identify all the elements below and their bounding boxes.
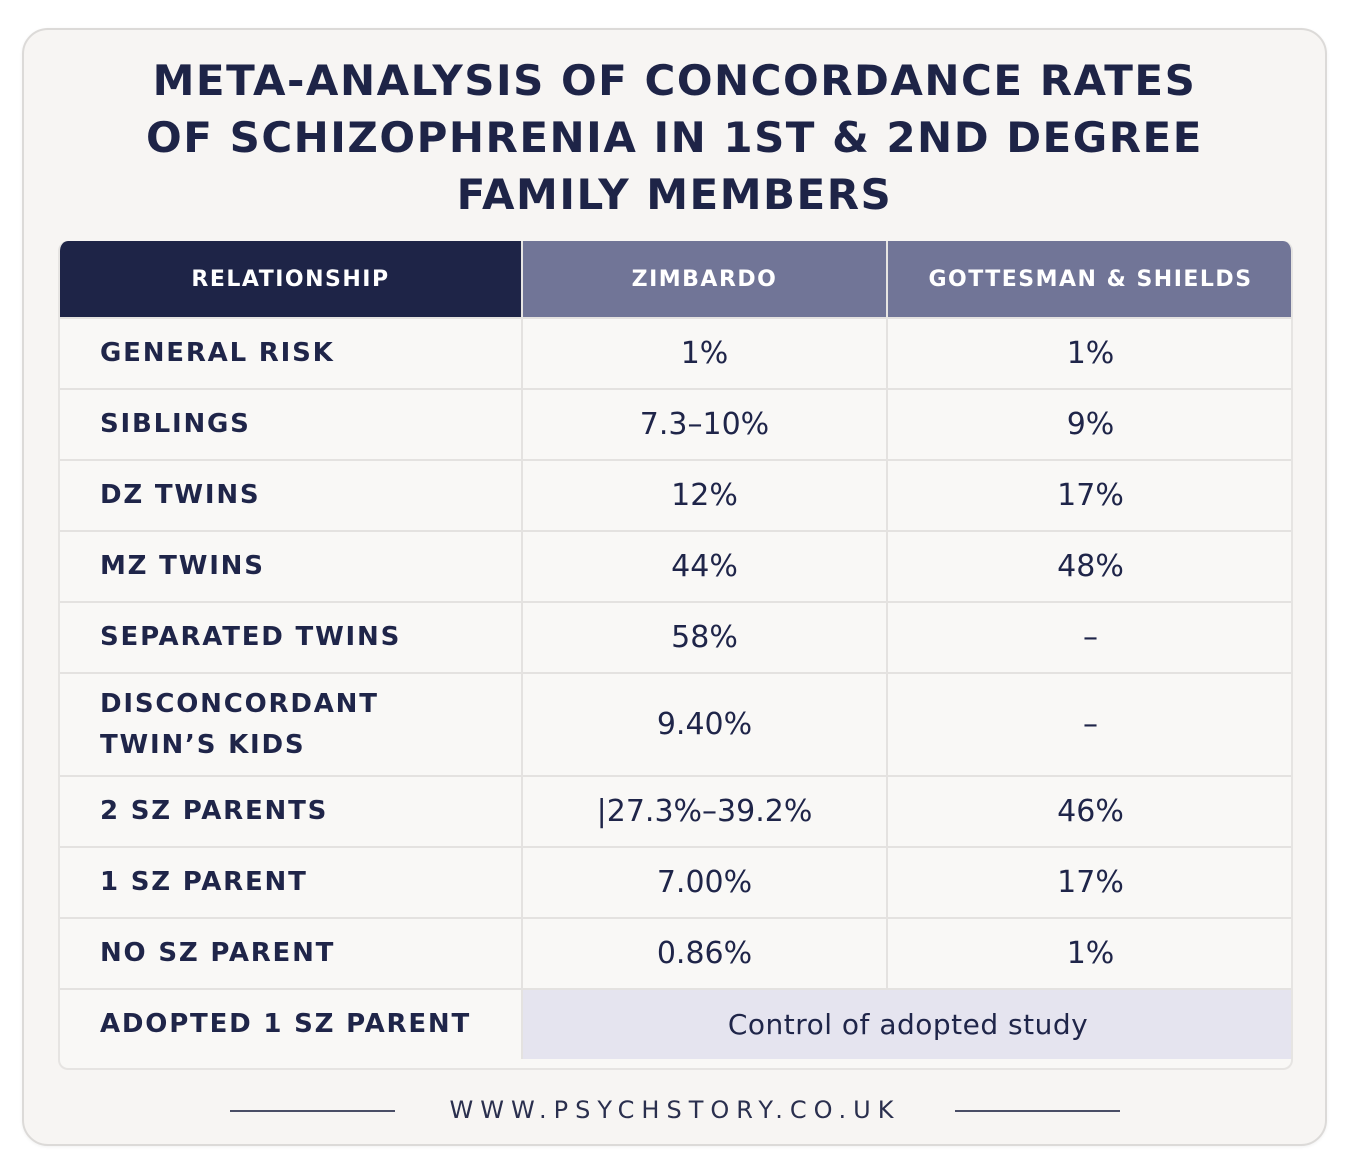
zimbardo-cell: 58%: [521, 601, 887, 673]
gottesman-cell: 17%: [886, 846, 1291, 918]
relationship-cell: DZ TWINS: [60, 459, 522, 531]
relationship-cell: SIBLINGS: [60, 388, 522, 460]
gottesman-cell: 46%: [886, 775, 1291, 847]
zimbardo-cell: 12%: [521, 459, 887, 531]
gottesman-cell: 1%: [886, 917, 1291, 989]
gottesman-cell: –: [886, 672, 1291, 776]
page-title: META-ANALYSIS OF CONCORDANCE RATES OF SC…: [0, 52, 1349, 223]
relationship-cell: 2 SZ PARENTS: [60, 775, 522, 847]
relationship-cell: 1 SZ PARENT: [60, 846, 522, 918]
header-relationship: RELATIONSHIP: [60, 241, 522, 318]
zimbardo-cell: |27.3%–39.2%: [521, 775, 887, 847]
table-row: SIBLINGS 7.3–10% 9%: [60, 388, 1291, 460]
relationship-cell: SEPARATED TWINS: [60, 601, 522, 673]
relationship-cell: GENERAL RISK: [60, 317, 522, 389]
merged-note-cell: Control of adopted study: [521, 988, 1291, 1059]
zimbardo-cell: 44%: [521, 530, 887, 602]
footer: WWW.PSYCHSTORY.CO.UK: [0, 1095, 1349, 1125]
relationship-cell: MZ TWINS: [60, 530, 522, 602]
concordance-table: RELATIONSHIP ZIMBARDO GOTTESMAN & SHIELD…: [58, 241, 1293, 1070]
table-row: MZ TWINS 44% 48%: [60, 530, 1291, 602]
gottesman-cell: 48%: [886, 530, 1291, 602]
table-row: NO SZ PARENT 0.86% 1%: [60, 917, 1291, 989]
zimbardo-cell: 1%: [521, 317, 887, 389]
zimbardo-cell: 7.3–10%: [521, 388, 887, 460]
gottesman-cell: 17%: [886, 459, 1291, 531]
gottesman-cell: 1%: [886, 317, 1291, 389]
footer-divider-left: [230, 1110, 395, 1112]
gottesman-cell: 9%: [886, 388, 1291, 460]
table-row: 1 SZ PARENT 7.00% 17%: [60, 846, 1291, 918]
footer-url: WWW.PSYCHSTORY.CO.UK: [449, 1096, 901, 1124]
header-zimbardo: ZIMBARDO: [521, 241, 887, 318]
table-row: DZ TWINS 12% 17%: [60, 459, 1291, 531]
relationship-cell: DISCONCORDANT TWIN’S KIDS: [60, 672, 522, 776]
zimbardo-cell: 0.86%: [521, 917, 887, 989]
zimbardo-cell: 7.00%: [521, 846, 887, 918]
relationship-line-2: TWIN’S KIDS: [100, 729, 306, 760]
title-line-1: META-ANALYSIS OF CONCORDANCE RATES: [152, 56, 1197, 105]
table-header-row: RELATIONSHIP ZIMBARDO GOTTESMAN & SHIELD…: [60, 241, 1291, 318]
header-gottesman-shields: GOTTESMAN & SHIELDS: [886, 241, 1291, 318]
table-row: DISCONCORDANT TWIN’S KIDS 9.40% –: [60, 672, 1291, 776]
gottesman-cell: –: [886, 601, 1291, 673]
table-row: GENERAL RISK 1% 1%: [60, 317, 1291, 389]
table-row: SEPARATED TWINS 58% –: [60, 601, 1291, 673]
relationship-cell: ADOPTED 1 SZ PARENT: [60, 988, 522, 1059]
relationship-cell: NO SZ PARENT: [60, 917, 522, 989]
zimbardo-cell: 9.40%: [521, 672, 887, 776]
relationship-line-1: DISCONCORDANT: [100, 688, 379, 719]
title-line-3: FAMILY MEMBERS: [456, 170, 893, 219]
table-row: 2 SZ PARENTS |27.3%–39.2% 46%: [60, 775, 1291, 847]
title-line-2: OF SCHIZOPHRENIA IN 1ST & 2ND DEGREE: [146, 113, 1203, 162]
footer-divider-right: [955, 1110, 1120, 1112]
table-row: ADOPTED 1 SZ PARENT Control of adopted s…: [60, 988, 1291, 1059]
